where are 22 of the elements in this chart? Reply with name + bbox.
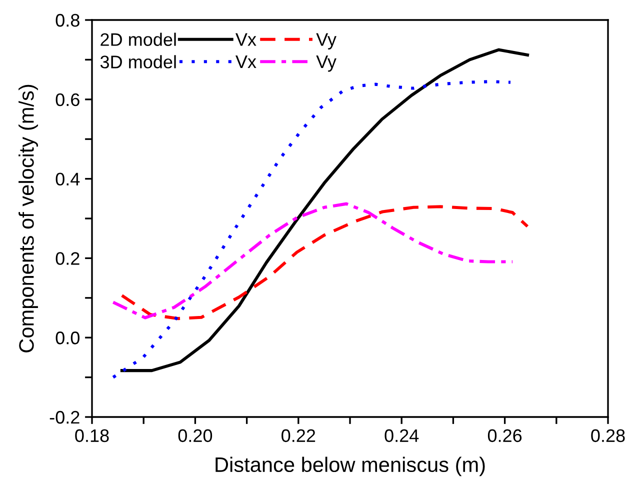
annotation: 2D model [100, 32, 176, 46]
x-tick-label: 0.28 [591, 429, 625, 442]
y-tick-label: 0.8 [56, 14, 80, 27]
legend-label: Vx [236, 56, 256, 68]
x-tick-label: 0.20 [178, 429, 212, 442]
y-tick-label: -0.2 [50, 410, 80, 424]
line-series [112, 80, 512, 379]
y-tick-label: 0.2 [56, 252, 80, 265]
annotation: 3D model [100, 55, 176, 68]
legend-label: Vx [236, 33, 256, 46]
x-axis-title: Distance below meniscus (m) [216, 456, 485, 476]
legend-label: Vy [316, 33, 336, 50]
y-tick-label: 0.6 [56, 93, 80, 106]
x-tick-label: 0.26 [488, 429, 522, 442]
y-tick-label: 0.0 [56, 332, 80, 344]
x-tick-label: 0.18 [75, 429, 109, 442]
line-series [120, 48, 530, 372]
y-tick-label: 0.4 [56, 172, 80, 186]
y-axis-title: Components of velocity (m/s) [18, 84, 38, 352]
x-tick-label: 0.22 [282, 429, 316, 442]
x-tick-label: 0.24 [384, 429, 419, 442]
legend-label: Vy [316, 56, 336, 72]
